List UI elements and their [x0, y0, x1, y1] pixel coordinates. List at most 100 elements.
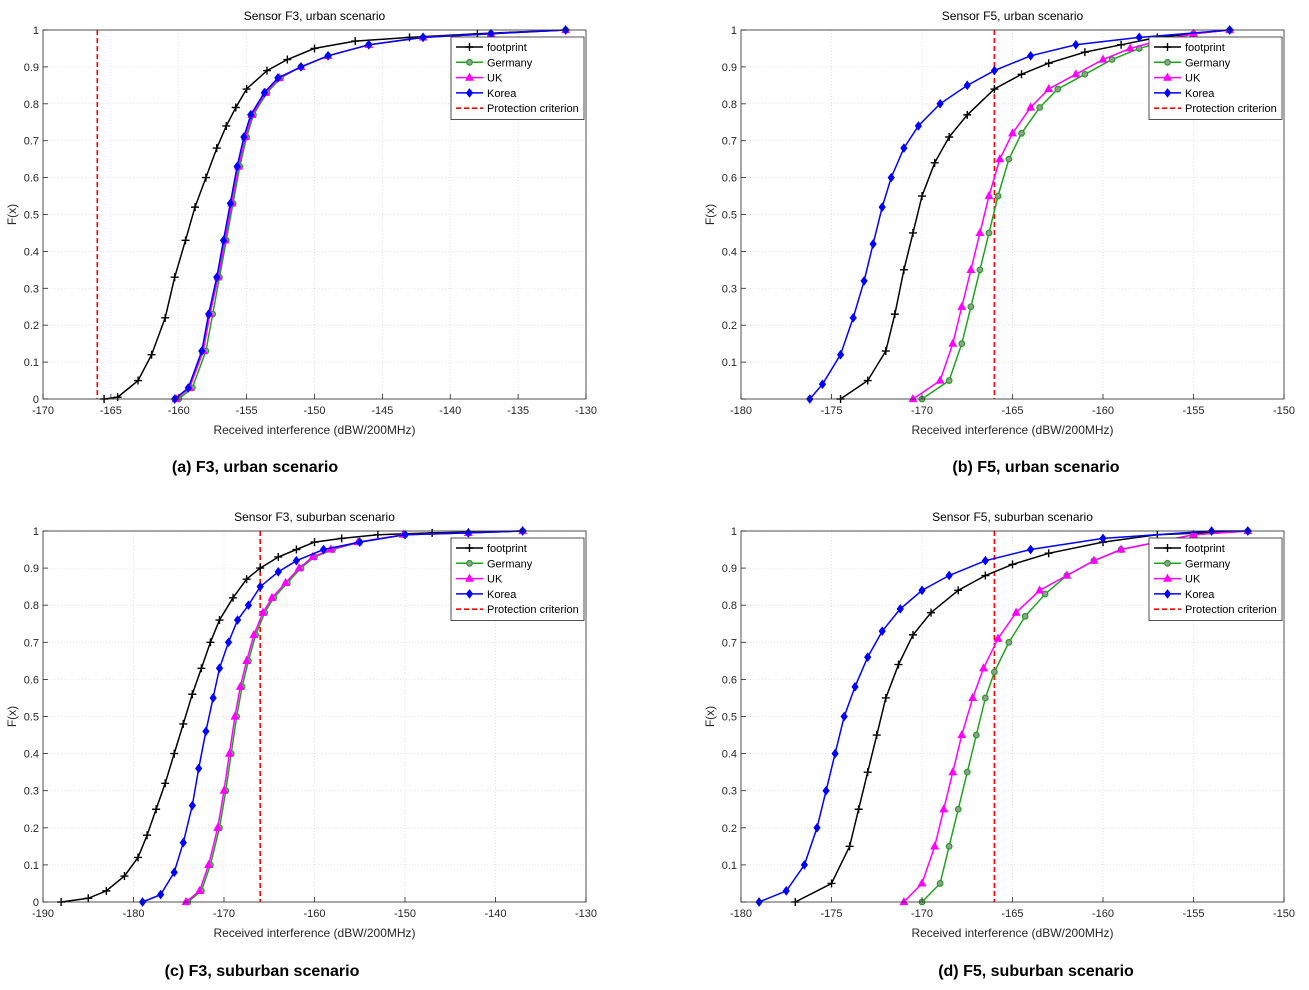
data-point-footprint — [201, 173, 210, 182]
data-point-germany — [945, 842, 953, 850]
y-tick-label: 0 — [33, 897, 39, 909]
data-point-korea — [849, 312, 857, 323]
data-point-korea — [818, 379, 827, 390]
data-point-korea — [800, 860, 808, 870]
x-tick-label: -150 — [1273, 405, 1295, 417]
data-point-korea — [244, 600, 253, 611]
legend-marker-uk — [465, 573, 474, 582]
x-tick-label: -165 — [1001, 908, 1023, 920]
x-tick-label: -175 — [820, 405, 842, 417]
legend-marker-uk — [1163, 72, 1172, 81]
data-point-footprint — [120, 872, 129, 881]
legend-label: Germany — [1185, 57, 1231, 69]
data-point-korea — [990, 65, 999, 76]
data-point-footprint — [1044, 59, 1053, 68]
data-point-footprint — [242, 575, 251, 584]
y-tick-label: 1 — [33, 25, 39, 37]
data-point-korea — [215, 663, 224, 674]
data-point-uk — [230, 711, 240, 720]
data-point-footprint — [170, 273, 179, 282]
data-point-footprint — [310, 538, 319, 547]
y-tick-label: 0 — [33, 394, 39, 406]
data-point-footprint — [179, 719, 188, 728]
data-point-footprint — [161, 779, 170, 788]
y-tick-label: 0.2 — [722, 320, 737, 332]
data-point-footprint — [351, 37, 360, 46]
y-tick-label: 1 — [731, 25, 737, 37]
y-tick-label: 0.9 — [722, 62, 737, 74]
data-point-footprint — [1117, 40, 1126, 49]
data-point-footprint — [134, 853, 143, 862]
chart-panel-2: -180 -175 -170 -165 -160 -155 -150 0.1 0.2 0.3 0.4… — [703, 9, 1295, 476]
data-point-footprint — [930, 158, 939, 167]
x-tick-label: -165 — [1001, 405, 1023, 417]
data-point-korea — [831, 748, 839, 759]
data-point-korea — [1026, 544, 1035, 555]
data-point-korea — [233, 615, 242, 625]
data-point-uk — [908, 393, 918, 403]
data-point-uk — [258, 607, 268, 616]
data-point-korea — [226, 198, 234, 209]
y-axis-label: F(x) — [703, 706, 717, 727]
data-point-korea — [297, 62, 305, 72]
data-point-germany — [991, 668, 998, 676]
y-tick-label: 0.4 — [722, 246, 737, 258]
data-point-korea — [157, 889, 165, 900]
x-tick-label: -170 — [32, 405, 54, 417]
x-tick-label: -155 — [1182, 908, 1204, 920]
chart-title: Sensor F3, suburban scenario — [234, 510, 395, 524]
data-point-footprint — [872, 731, 881, 740]
x-tick-label: -155 — [236, 405, 258, 417]
data-point-germany — [1018, 129, 1025, 137]
y-tick-label: 0.3 — [722, 283, 737, 295]
data-point-uk — [957, 730, 967, 739]
series-line-korea — [174, 29, 566, 400]
data-point-footprint — [310, 44, 319, 53]
y-tick-label: 0.2 — [722, 823, 737, 835]
data-point-uk — [249, 629, 259, 638]
data-point-korea — [822, 785, 830, 796]
data-point-korea — [195, 763, 203, 774]
data-point-uk — [204, 859, 214, 868]
data-point-korea — [782, 886, 790, 896]
data-point-footprint — [337, 534, 346, 543]
y-tick-label: 0.5 — [24, 210, 39, 222]
chart-panel-1: -170 -165 -160 -155 -150 -145 -140 -135 -130 0 0.1… — [5, 9, 597, 476]
legend-label: UK — [1185, 73, 1201, 85]
x-tick-label: -165 — [100, 405, 122, 417]
legend-label: Korea — [487, 88, 517, 100]
data-point-germany — [963, 768, 971, 776]
data-point-footprint — [405, 33, 414, 42]
y-tick-label: 0.7 — [722, 136, 737, 148]
y-axis-label: F(x) — [5, 706, 19, 727]
data-point-uk — [1098, 54, 1108, 63]
data-point-korea — [869, 239, 877, 249]
data-point-korea — [224, 637, 233, 648]
data-point-footprint — [1080, 48, 1089, 57]
data-point-footprint — [945, 133, 954, 142]
data-point-korea — [233, 161, 241, 172]
data-point-germany — [981, 694, 989, 702]
legend-marker-footprint — [1163, 544, 1172, 552]
chart-panel-4: -180 -175 -170 -165 -160 -155 -150 0.1 0.2 0.3 0.4… — [703, 510, 1295, 980]
data-point-footprint — [918, 192, 926, 201]
data-point-korea — [840, 711, 848, 722]
data-point-footprint — [863, 376, 872, 385]
legend-marker-korea — [465, 88, 474, 98]
legend-marker-korea — [1163, 88, 1172, 98]
data-point-footprint — [191, 203, 200, 212]
data-point-uk — [1026, 102, 1036, 111]
legend-marker-germany — [1164, 559, 1171, 567]
data-point-korea — [213, 272, 221, 283]
data-point-korea — [247, 110, 255, 120]
y-tick-label: 0.4 — [24, 749, 39, 761]
data-point-germany — [967, 303, 975, 311]
data-point-uk — [939, 804, 949, 813]
data-point-germany — [1021, 612, 1029, 620]
data-point-footprint — [990, 85, 999, 94]
data-point-footprint — [908, 630, 917, 639]
data-point-footprint — [1044, 549, 1053, 558]
legend-marker-germany — [466, 58, 473, 66]
x-tick-label: -180 — [730, 405, 752, 417]
data-point-korea — [878, 626, 886, 637]
